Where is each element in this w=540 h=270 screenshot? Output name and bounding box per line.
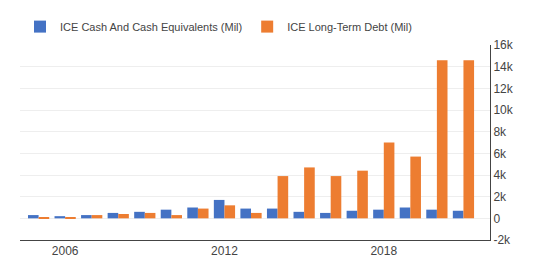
- svg-text:ICE Long-Term Debt (Mil): ICE Long-Term Debt (Mil): [287, 21, 412, 33]
- svg-text:8k: 8k: [493, 125, 507, 139]
- svg-text:16k: 16k: [493, 38, 513, 52]
- svg-text:ICE Cash And Cash Equivalents: ICE Cash And Cash Equivalents (Mil): [60, 21, 242, 33]
- svg-text:2018: 2018: [370, 244, 397, 258]
- svg-text:4k: 4k: [493, 168, 507, 182]
- svg-text:10k: 10k: [493, 103, 513, 117]
- svg-text:2012: 2012: [211, 244, 238, 258]
- svg-text:12k: 12k: [493, 82, 513, 96]
- svg-text:6k: 6k: [493, 147, 507, 161]
- svg-text:2k: 2k: [493, 190, 507, 204]
- svg-text:2006: 2006: [52, 244, 79, 258]
- svg-text:-2k: -2k: [493, 233, 511, 247]
- svg-text:14k: 14k: [493, 60, 513, 74]
- svg-text:0: 0: [493, 212, 500, 226]
